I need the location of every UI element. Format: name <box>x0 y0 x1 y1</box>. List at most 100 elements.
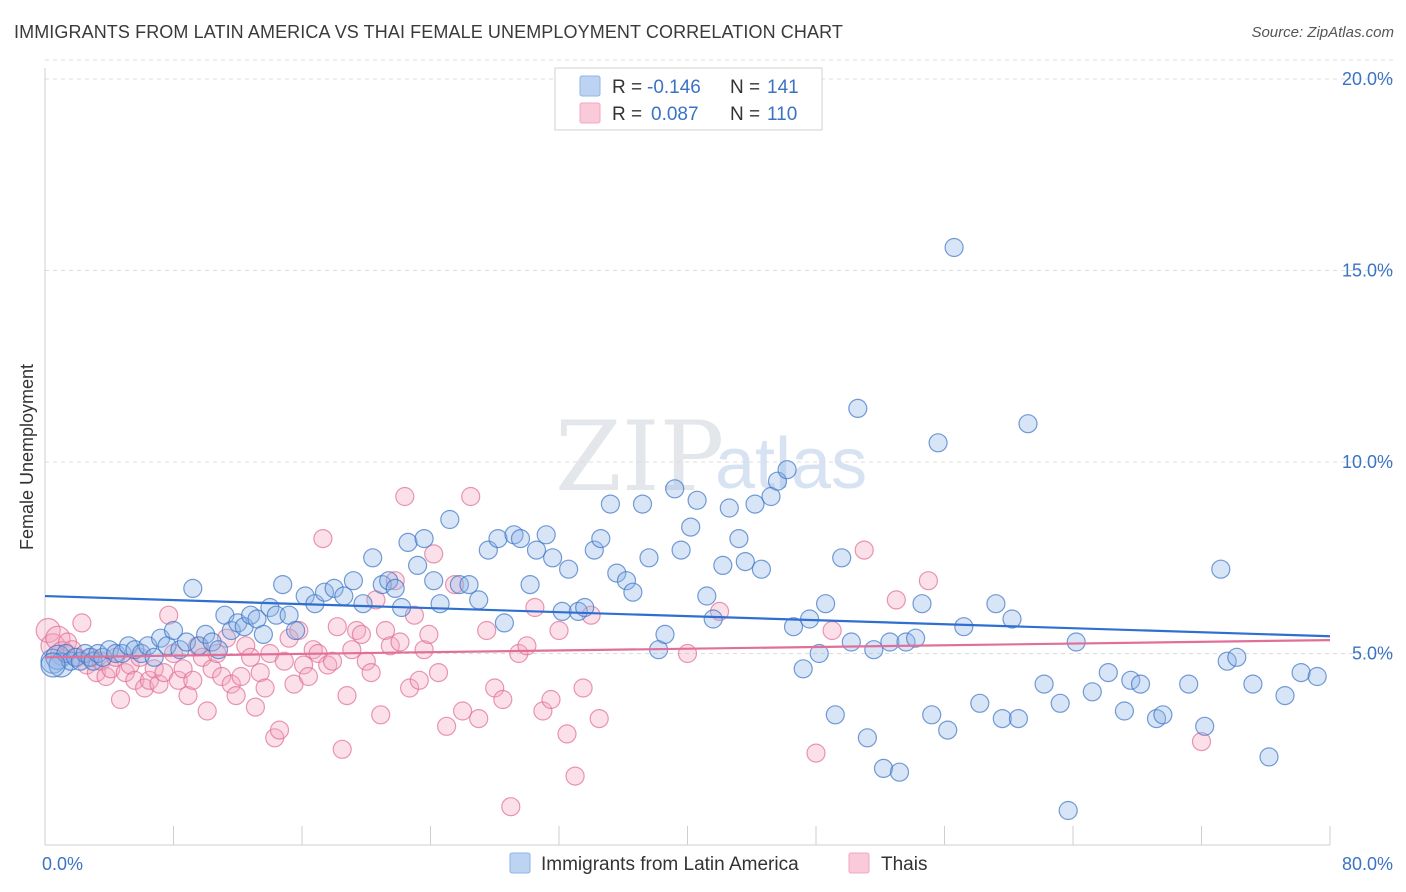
thai-point-87 <box>477 620 497 641</box>
latam-point-133 <box>1098 662 1118 683</box>
latam-point-122 <box>954 617 974 637</box>
latam-point-62 <box>469 590 489 610</box>
thai-point-100 <box>581 605 601 625</box>
thai-point-82 <box>437 716 457 736</box>
thai-point-62 <box>337 685 357 706</box>
latam-point-144 <box>1243 674 1263 694</box>
latam-point-118 <box>922 705 942 725</box>
latam-point-125 <box>992 708 1012 729</box>
thai-point-91 <box>509 643 529 664</box>
latam-point-134 <box>1114 701 1135 721</box>
x-tick-labels: 0.0% 80.0% <box>42 854 1393 874</box>
trend-line-latam <box>44 594 1331 638</box>
latam-point-59 <box>440 509 460 530</box>
thai-point-70 <box>375 620 396 641</box>
latam-point-95 <box>735 551 755 572</box>
correlation-legend: R = -0.146 N = 141 R = 0.087 N = 110 <box>554 67 823 131</box>
x-tick-label-0: 0.0% <box>42 854 83 874</box>
latam-point-94 <box>729 528 749 549</box>
latam-point-128 <box>1018 414 1038 434</box>
latam-point-25 <box>183 578 203 599</box>
latam-point-145 <box>1259 747 1279 767</box>
thai-point-103 <box>709 601 730 622</box>
latam-point-138 <box>1153 705 1173 725</box>
thai-point-107 <box>886 590 906 610</box>
thai-point-38 <box>221 674 241 694</box>
latam-point-140 <box>1195 716 1215 736</box>
legend-r-label-1: R = <box>612 77 642 98</box>
trend-line-thai <box>44 638 1331 659</box>
thai-point-79 <box>419 624 439 645</box>
latam-point-97 <box>751 559 772 579</box>
latam-point-86 <box>665 479 685 499</box>
latam-point-108 <box>841 632 861 652</box>
latam-point-110 <box>857 728 878 748</box>
latam-point-24 <box>176 632 196 652</box>
thai-point-65 <box>351 624 371 645</box>
legend-r-label-2: R = <box>612 104 642 125</box>
latam-point-67 <box>510 528 531 549</box>
latam-point-102 <box>793 659 813 679</box>
legend-n-value-2: 110 <box>767 104 797 125</box>
latam-point-56 <box>414 528 434 549</box>
thai-point-78 <box>414 640 434 660</box>
latam-point-48 <box>353 594 373 614</box>
thai-point-25 <box>159 605 179 625</box>
latam-point-68 <box>520 574 540 595</box>
chart-title: IMMIGRANTS FROM LATIN AMERICA VS THAI FE… <box>14 22 843 42</box>
legend-n-value-1: 141 <box>767 77 799 98</box>
latam-point-109 <box>848 398 868 418</box>
latam-point-79 <box>607 563 627 583</box>
latam-point-78 <box>600 494 621 514</box>
latam-point-114 <box>889 762 910 782</box>
series-legend: Immigrants from Latin America Thais <box>509 852 927 875</box>
thai-point-39 <box>226 685 246 706</box>
latam-point-135 <box>1121 670 1141 690</box>
latam-point-111 <box>864 640 884 660</box>
legend-r-value-2: 0.087 <box>651 104 699 125</box>
latam-point-80 <box>616 571 637 591</box>
thai-point-61 <box>332 739 352 759</box>
latam-point-76 <box>584 540 604 560</box>
thai-point-77 <box>409 670 429 690</box>
thai-point-40 <box>231 666 251 687</box>
latam-point-148 <box>1307 666 1327 687</box>
latam-point-104 <box>809 643 829 664</box>
latam-point-92 <box>713 555 733 576</box>
latam-point-64 <box>488 528 508 549</box>
thai-point-49 <box>274 651 294 671</box>
latam-point-52 <box>385 578 405 599</box>
latam-point-70 <box>536 525 556 545</box>
y-tick-label-2: 15.0% <box>1342 261 1393 281</box>
latam-point-120 <box>938 720 958 740</box>
bottom-legend-swatch-thai <box>848 852 870 874</box>
thai-point-101 <box>589 708 609 729</box>
latam-point-121 <box>944 237 964 258</box>
latam-point-36 <box>253 624 273 645</box>
y-tick-label-0: 5.0% <box>1352 644 1393 664</box>
latam-point-127 <box>1008 708 1029 729</box>
latam-point-81 <box>623 582 643 602</box>
latam-point-57 <box>424 571 444 591</box>
x-tick-label-1: 80.0% <box>1342 854 1393 874</box>
thai-point-74 <box>395 486 415 507</box>
latam-point-85 <box>655 624 675 645</box>
legend-n-label-2: N = <box>730 104 760 125</box>
latam-point-119 <box>928 433 948 453</box>
latam-point-47 <box>343 571 363 591</box>
latam-point-14 <box>112 643 132 664</box>
latam-point-22 <box>163 620 184 641</box>
latam-point-139 <box>1179 674 1199 694</box>
latam-point-51 <box>379 571 399 591</box>
thai-point-95 <box>541 689 561 710</box>
latam-point-100 <box>777 460 797 480</box>
latam-point-90 <box>697 586 717 606</box>
latam-point-17 <box>131 643 151 664</box>
thai-point-23 <box>149 674 169 694</box>
latam-point-23 <box>170 640 190 660</box>
thai-point-34 <box>202 659 222 679</box>
latam-point-45 <box>324 578 344 599</box>
latam-point-113 <box>880 632 900 652</box>
y-tick-labels: 5.0% 10.0% 15.0% 20.0% <box>1342 69 1393 664</box>
latam-point-91 <box>703 609 723 629</box>
